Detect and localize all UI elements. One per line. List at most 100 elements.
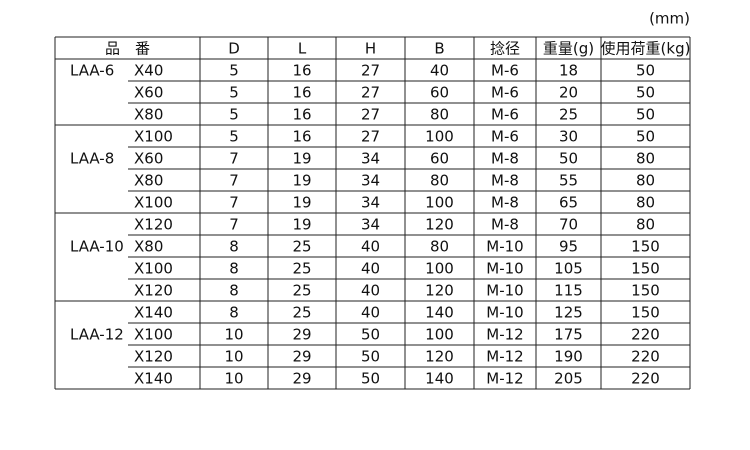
cell: 80 bbox=[636, 216, 655, 234]
cell: 50 bbox=[636, 84, 655, 102]
cell: M-8 bbox=[491, 172, 519, 190]
cell: 40 bbox=[430, 62, 449, 80]
cell: 29 bbox=[292, 348, 311, 366]
cell: 7 bbox=[229, 150, 239, 168]
cell: 70 bbox=[559, 216, 578, 234]
cell: 220 bbox=[631, 370, 660, 388]
cell: 55 bbox=[559, 172, 578, 190]
size-code: X120 bbox=[134, 216, 173, 234]
cell: 18 bbox=[559, 62, 578, 80]
header-cell: 品 番 bbox=[105, 40, 150, 58]
cell: 80 bbox=[430, 106, 449, 124]
cell: 16 bbox=[292, 62, 311, 80]
cell: 50 bbox=[636, 62, 655, 80]
cell: 100 bbox=[425, 326, 454, 344]
cell: 8 bbox=[229, 238, 239, 256]
cell: 100 bbox=[425, 128, 454, 146]
cell: 50 bbox=[361, 370, 380, 388]
cell: 10 bbox=[224, 326, 243, 344]
series-name: LAA-12 bbox=[70, 326, 124, 344]
cell: 25 bbox=[292, 282, 311, 300]
header-cell: L bbox=[298, 40, 307, 58]
cell: 150 bbox=[631, 260, 660, 278]
cell: 80 bbox=[430, 172, 449, 190]
header-cell: 重量(g) bbox=[543, 40, 594, 58]
cell: 27 bbox=[361, 106, 380, 124]
cell: 40 bbox=[361, 238, 380, 256]
cell: 19 bbox=[292, 194, 311, 212]
cell: 5 bbox=[229, 62, 239, 80]
cell: 100 bbox=[425, 194, 454, 212]
size-code: X140 bbox=[134, 304, 173, 322]
header-cell: 使用荷重(kg) bbox=[601, 40, 691, 58]
cell: 120 bbox=[425, 282, 454, 300]
cell: M-8 bbox=[491, 194, 519, 212]
cell: 16 bbox=[292, 84, 311, 102]
cell: 150 bbox=[631, 304, 660, 322]
cell: 50 bbox=[636, 106, 655, 124]
cell: M-12 bbox=[486, 370, 523, 388]
cell: 120 bbox=[425, 348, 454, 366]
cell: M-6 bbox=[491, 84, 519, 102]
cell: 27 bbox=[361, 62, 380, 80]
size-code: X120 bbox=[134, 282, 173, 300]
cell: 80 bbox=[430, 238, 449, 256]
cell: 140 bbox=[425, 304, 454, 322]
cell: 40 bbox=[361, 282, 380, 300]
cell: 7 bbox=[229, 194, 239, 212]
cell: 205 bbox=[554, 370, 583, 388]
cell: 140 bbox=[425, 370, 454, 388]
cell: 50 bbox=[361, 348, 380, 366]
cell: M-10 bbox=[486, 304, 523, 322]
cell: 25 bbox=[559, 106, 578, 124]
cell: 10 bbox=[224, 348, 243, 366]
cell: 80 bbox=[636, 150, 655, 168]
size-code: X40 bbox=[134, 62, 163, 80]
cell: 60 bbox=[430, 84, 449, 102]
cell: 50 bbox=[559, 150, 578, 168]
cell: M-12 bbox=[486, 348, 523, 366]
header-cell: H bbox=[365, 40, 376, 58]
cell: 120 bbox=[425, 216, 454, 234]
cell: 50 bbox=[361, 326, 380, 344]
cell: M-10 bbox=[486, 260, 523, 278]
cell: 19 bbox=[292, 150, 311, 168]
cell: M-8 bbox=[491, 216, 519, 234]
cell: M-6 bbox=[491, 128, 519, 146]
cell: 16 bbox=[292, 128, 311, 146]
cell: 19 bbox=[292, 172, 311, 190]
cell: 25 bbox=[292, 304, 311, 322]
cell: 5 bbox=[229, 84, 239, 102]
cell: 100 bbox=[425, 260, 454, 278]
cell: 190 bbox=[554, 348, 583, 366]
cell: 220 bbox=[631, 326, 660, 344]
cell: 25 bbox=[292, 260, 311, 278]
cell: M-6 bbox=[491, 62, 519, 80]
header-cell: D bbox=[228, 40, 240, 58]
cell: M-8 bbox=[491, 150, 519, 168]
size-code: X100 bbox=[134, 260, 173, 278]
cell: 27 bbox=[361, 128, 380, 146]
cell: 50 bbox=[636, 128, 655, 146]
cell: 34 bbox=[361, 216, 380, 234]
cell: 8 bbox=[229, 282, 239, 300]
header-cell: 捻径 bbox=[490, 40, 520, 58]
size-code: X120 bbox=[134, 348, 173, 366]
cell: 65 bbox=[559, 194, 578, 212]
cell: 40 bbox=[361, 260, 380, 278]
cell: 5 bbox=[229, 128, 239, 146]
size-code: X100 bbox=[134, 194, 173, 212]
cell: 105 bbox=[554, 260, 583, 278]
cell: 29 bbox=[292, 326, 311, 344]
series-name: LAA-10 bbox=[70, 238, 124, 256]
cell: 150 bbox=[631, 282, 660, 300]
cell: 19 bbox=[292, 216, 311, 234]
unit-label: (mm) bbox=[649, 10, 690, 28]
cell: 29 bbox=[292, 370, 311, 388]
series-name: LAA-8 bbox=[70, 150, 114, 168]
cell: 80 bbox=[636, 172, 655, 190]
cell: 34 bbox=[361, 150, 380, 168]
cell: 8 bbox=[229, 304, 239, 322]
cell: 20 bbox=[559, 84, 578, 102]
